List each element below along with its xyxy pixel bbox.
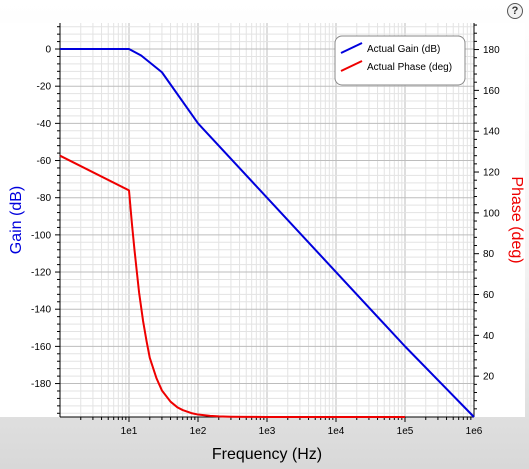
- right-tick-label: 140: [483, 127, 500, 138]
- right-tick-label: 20: [483, 372, 495, 383]
- x-tick-label: 1e2: [190, 426, 207, 437]
- right-tick-label: 120: [483, 168, 500, 179]
- right-tick-label: 60: [483, 290, 495, 301]
- legend-swatch: [340, 42, 363, 54]
- legend-box: [334, 35, 466, 86]
- legend-label: Actual Gain (dB): [367, 44, 440, 55]
- left-tick-label: -100: [31, 230, 51, 241]
- left-tick-label: -180: [31, 379, 51, 390]
- x-tick-label: 1e5: [397, 426, 414, 437]
- left-axis-title: Gain (dB): [8, 186, 25, 254]
- help-icon[interactable]: ?: [507, 3, 523, 19]
- right-axis-title: Phase (deg): [508, 176, 525, 263]
- gain-series-line: [60, 48, 475, 418]
- left-tick-label: 0: [45, 45, 51, 56]
- right-tick-label: 180: [483, 45, 500, 56]
- left-tick-label: -20: [37, 82, 52, 93]
- x-tick-label: 1e6: [466, 426, 483, 437]
- legend-swatch: [340, 60, 363, 72]
- left-tick-label: -140: [31, 305, 51, 316]
- right-tick-label: 100: [483, 208, 500, 219]
- right-tick-label: 40: [483, 331, 495, 342]
- x-tick-label: 1e4: [328, 426, 345, 437]
- left-tick-label: -160: [31, 342, 51, 353]
- left-tick-label: -80: [37, 193, 52, 204]
- legend: Actual Gain (dB) Actual Phase (deg): [334, 35, 466, 86]
- right-tick-label: 160: [483, 86, 500, 97]
- legend-label: Actual Phase (deg): [367, 62, 452, 73]
- x-tick-label: 1e3: [259, 426, 276, 437]
- right-axis-band: [474, 23, 525, 417]
- x-tick-label: 1e1: [121, 426, 138, 437]
- right-tick-label: 80: [483, 249, 495, 260]
- left-axis-band: [0, 23, 60, 417]
- x-axis-title: Frequency (Hz): [212, 446, 322, 463]
- phase-series-line: [59, 154, 405, 418]
- left-tick-label: -60: [37, 156, 52, 167]
- left-tick-label: -40: [37, 119, 52, 130]
- left-tick-label: -120: [31, 268, 51, 279]
